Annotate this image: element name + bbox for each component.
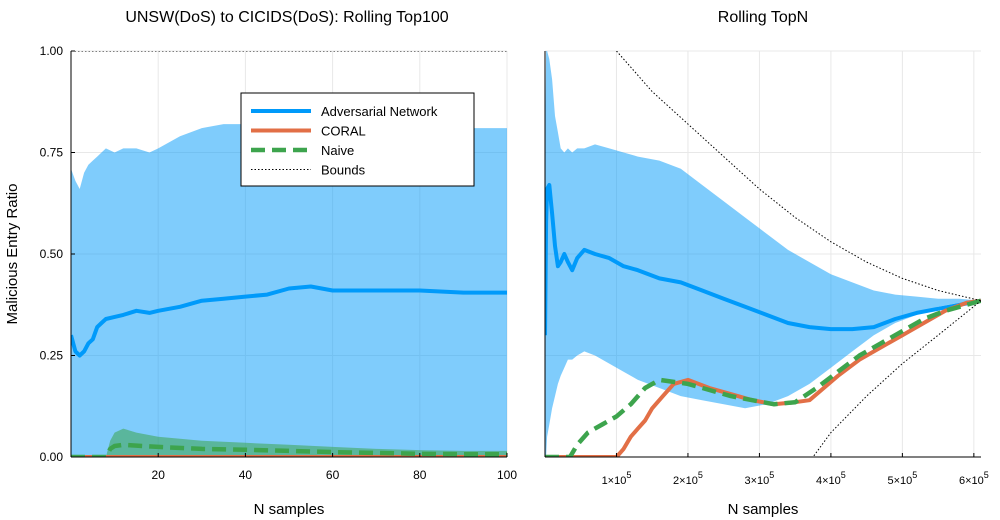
right-xtick-exponent-2: 5 bbox=[769, 470, 774, 480]
right-xtick-mantissa-3: 4×10 bbox=[816, 475, 841, 487]
left-y-axis-label: Malicious Entry Ratio bbox=[4, 184, 21, 325]
right-xtick-mantissa-5: 6×10 bbox=[959, 475, 984, 487]
right-line-naive bbox=[545, 298, 981, 457]
right-line-bounds-upper bbox=[616, 51, 981, 302]
left-ytick-label-1: 0.25 bbox=[40, 349, 64, 363]
legend-box bbox=[240, 92, 475, 187]
left-xtick-label-1: 40 bbox=[239, 468, 253, 482]
right-xtick-label-3: 4×105 bbox=[816, 470, 846, 487]
left-xtick-label-4: 100 bbox=[497, 468, 517, 482]
legend-label-naive: Naive bbox=[321, 143, 354, 158]
left-xtick-label-3: 80 bbox=[413, 468, 427, 482]
right-xtick-label-1: 2×105 bbox=[673, 470, 703, 487]
left-x-axis-label: N samples bbox=[254, 501, 325, 518]
right-xtick-exponent-0: 5 bbox=[626, 470, 631, 480]
right-xtick-label-2: 3×105 bbox=[745, 470, 775, 487]
left-ytick-label-3: 0.75 bbox=[40, 146, 64, 160]
right-xtick-exponent-5: 5 bbox=[984, 470, 989, 480]
right-band-adversarial-network bbox=[545, 51, 981, 457]
legend-label-adversarial-network: Adversarial Network bbox=[321, 104, 438, 119]
right-xtick-label-4: 5×105 bbox=[887, 470, 917, 487]
left-panel: 20 40 60 80 100 0.00 0.25 0.50 0.75 1.00 UNSW(DoS)… bbox=[4, 9, 517, 518]
left-xtick-label-2: 60 bbox=[326, 468, 340, 482]
left-ytick-label-2: 0.50 bbox=[40, 247, 64, 261]
left-chart-title: UNSW(DoS) to CICIDS(DoS): Rolling Top100 bbox=[125, 9, 448, 26]
right-xtick-mantissa-4: 5×10 bbox=[887, 475, 912, 487]
left-ytick-label-4: 1.00 bbox=[40, 44, 64, 58]
right-plot-area bbox=[545, 51, 981, 457]
right-line-adversarial-network bbox=[545, 183, 981, 336]
right-xtick-label-0: 1×105 bbox=[602, 470, 632, 487]
right-xtick-mantissa-1: 2×10 bbox=[673, 475, 698, 487]
right-chart-title: Rolling TopN bbox=[718, 9, 808, 26]
right-xtick-exponent-4: 5 bbox=[912, 470, 917, 480]
legend: Adversarial Network CORAL Naive Bounds bbox=[240, 92, 475, 187]
left-ytick-label-0: 0.00 bbox=[40, 450, 64, 464]
right-xtick-mantissa-0: 1×10 bbox=[602, 475, 627, 487]
right-xtick-mantissa-2: 3×10 bbox=[745, 475, 770, 487]
legend-label-bounds: Bounds bbox=[321, 163, 366, 178]
left-plot-area bbox=[71, 51, 507, 457]
right-xtick-label-5: 6×105 bbox=[959, 470, 989, 487]
left-line-naive bbox=[71, 442, 507, 457]
legend-label-coral: CORAL bbox=[321, 124, 366, 139]
right-xtick-exponent-1: 5 bbox=[698, 470, 703, 480]
right-x-axis-label: N samples bbox=[728, 501, 799, 518]
left-xtick-label-0: 20 bbox=[152, 468, 166, 482]
left-line-adversarial-network bbox=[71, 284, 507, 358]
right-xtick-exponent-3: 5 bbox=[841, 470, 846, 480]
